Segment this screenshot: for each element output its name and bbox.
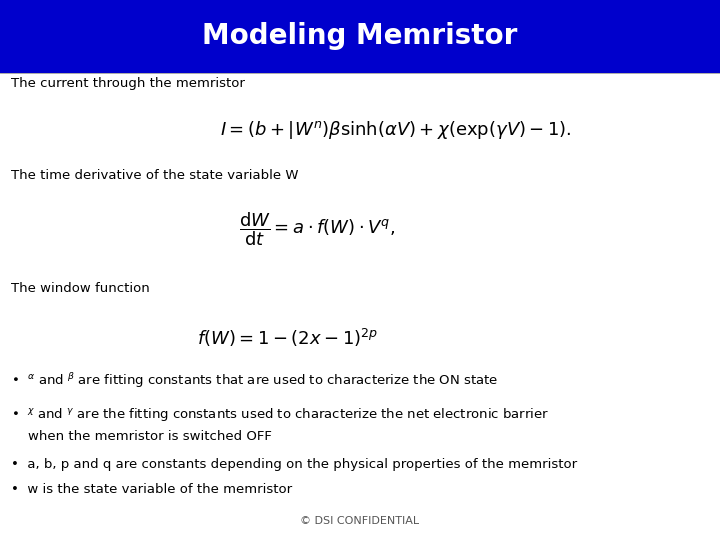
Text: $I = (b + |W^n)\beta\sinh(\alpha V) + \chi(\exp(\gamma V) - 1).$: $I = (b + |W^n)\beta\sinh(\alpha V) + \c… bbox=[220, 119, 572, 140]
Text: •  $^{\chi}$ and $^{\gamma}$ are the fitting constants used to characterize the : • $^{\chi}$ and $^{\gamma}$ are the fitt… bbox=[11, 406, 549, 423]
Text: •  w is the state variable of the memristor: • w is the state variable of the memrist… bbox=[11, 483, 292, 496]
Text: •  $^{\alpha}$ and $^{\beta}$ are fitting constants that are used to characteriz: • $^{\alpha}$ and $^{\beta}$ are fitting… bbox=[11, 372, 498, 390]
Text: The current through the memristor: The current through the memristor bbox=[11, 77, 245, 90]
Text: when the memristor is switched OFF: when the memristor is switched OFF bbox=[11, 430, 271, 443]
Bar bbox=[0, 0, 720, 73]
Text: $\dfrac{\mathrm{d}W}{\mathrm{d}t} = a \cdot f(W) \cdot V^q,$: $\dfrac{\mathrm{d}W}{\mathrm{d}t} = a \c… bbox=[238, 211, 395, 248]
Text: $f(W) = 1 - (2x - 1)^{2p}$: $f(W) = 1 - (2x - 1)^{2p}$ bbox=[197, 327, 379, 348]
Text: Modeling Memristor: Modeling Memristor bbox=[202, 23, 518, 50]
Text: The time derivative of the state variable W: The time derivative of the state variabl… bbox=[11, 169, 298, 182]
Text: •  a, b, p and q are constants depending on the physical properties of the memri: • a, b, p and q are constants depending … bbox=[11, 458, 577, 471]
Text: The window function: The window function bbox=[11, 282, 150, 295]
Text: © DSI CONFIDENTIAL: © DSI CONFIDENTIAL bbox=[300, 516, 420, 526]
